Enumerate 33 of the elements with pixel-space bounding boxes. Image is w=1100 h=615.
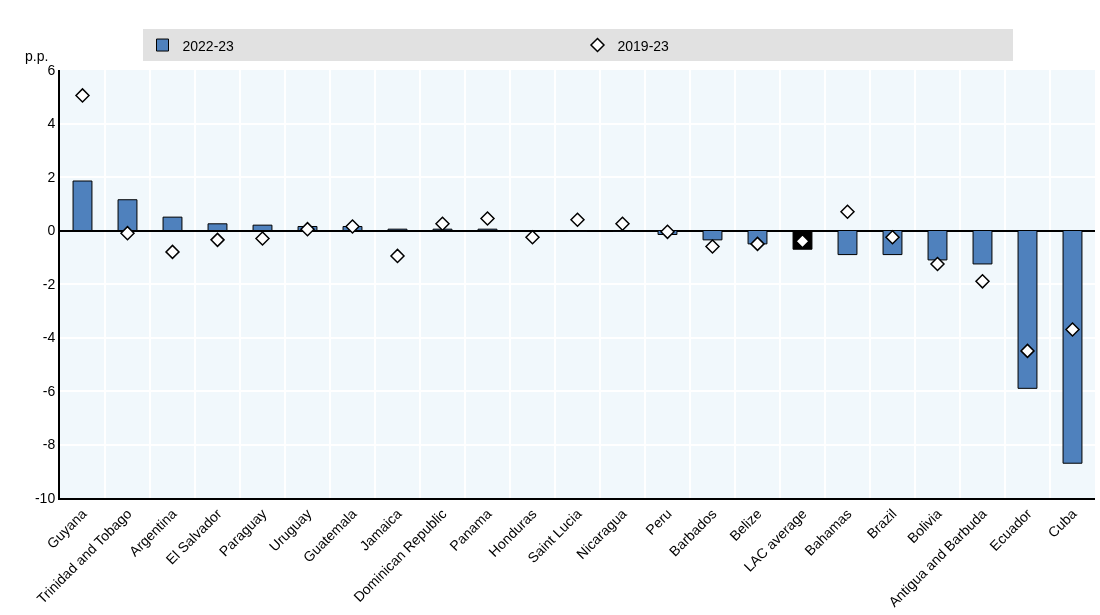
y-tick-label: 4: [47, 115, 56, 132]
point: [435, 216, 450, 232]
point: [930, 256, 945, 272]
point: [1065, 322, 1080, 337]
y-tick-label: 2: [47, 168, 56, 185]
legend-label: 2019-23: [617, 37, 670, 54]
y-tick-label: -10: [34, 489, 56, 506]
point: [615, 216, 630, 232]
y-tick-label: 0: [47, 222, 56, 239]
y-tick-label: -8: [42, 436, 56, 453]
y-tick-label: -2: [42, 275, 56, 292]
point: [480, 211, 495, 226]
point: [300, 221, 315, 237]
y-tick-label: 6: [47, 61, 56, 78]
y-tick-label: -4: [42, 329, 56, 346]
point: [1020, 343, 1035, 359]
point: [660, 224, 675, 240]
point: [705, 239, 720, 254]
point: [165, 244, 180, 260]
point: [570, 212, 585, 228]
point: [255, 231, 270, 246]
point: [975, 274, 990, 289]
legend-label: 2022-23: [182, 37, 235, 54]
point: [75, 88, 90, 103]
y-tick-label: -6: [42, 382, 56, 399]
y-axis-title: p.p.: [25, 48, 49, 64]
point: [120, 225, 135, 241]
point: [390, 248, 405, 264]
point: [210, 232, 225, 248]
point: [840, 204, 855, 220]
point: [750, 236, 765, 252]
point: [345, 219, 360, 234]
point: [525, 229, 540, 245]
